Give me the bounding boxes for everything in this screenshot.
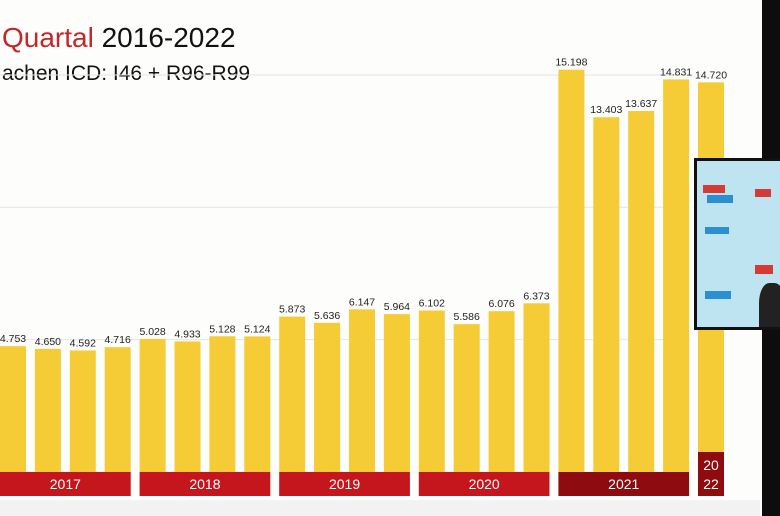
year-band-3 — [279, 472, 410, 496]
bar-label-8: 5.124 — [244, 323, 270, 335]
bar-label-20: 14.831 — [660, 66, 692, 78]
year-label-4: 2020 — [469, 476, 500, 492]
bar-3 — [69, 350, 96, 472]
bar-2 — [34, 348, 61, 472]
bar-label-11: 6.147 — [349, 296, 375, 308]
bar-19 — [628, 111, 655, 472]
bar-18 — [593, 117, 620, 472]
bar-label-16: 6.373 — [523, 290, 549, 302]
bar-label-4: 4.716 — [105, 334, 131, 346]
bar-label-3: 4.592 — [70, 337, 96, 349]
bar-label-9: 5.873 — [279, 304, 305, 316]
year-label-2: 2018 — [189, 476, 220, 492]
bar-12 — [383, 314, 410, 472]
cropped-axis-strip — [0, 500, 760, 516]
bar-9 — [279, 316, 306, 472]
bar-label-1: 4.753 — [0, 333, 26, 345]
chart-title: Quartal 2016-2022 — [2, 22, 236, 54]
bar-15 — [488, 311, 515, 472]
year-label-3: 2019 — [329, 476, 360, 492]
bar-17 — [558, 69, 585, 472]
year-band-4 — [418, 472, 550, 496]
bar-label-13: 6.102 — [419, 297, 445, 309]
year-label-6-2: 22 — [703, 476, 719, 492]
bar-label-6: 4.933 — [174, 328, 200, 340]
bar-label-2: 4.650 — [35, 336, 61, 348]
bar-4 — [104, 347, 131, 472]
year-label-5: 2021 — [608, 476, 639, 492]
bar-label-14: 5.586 — [454, 311, 480, 323]
bar-label-10: 5.636 — [314, 310, 340, 322]
speaker-video-inset — [694, 158, 780, 330]
bar-5 — [139, 338, 166, 472]
year-band-2 — [139, 472, 271, 496]
bar-14 — [453, 324, 480, 472]
bar-label-18: 13.403 — [590, 104, 622, 116]
year-label-1: 2017 — [50, 476, 81, 492]
bar-label-7: 5.128 — [209, 323, 235, 335]
bar-label-21: 14.720 — [695, 69, 727, 81]
bar-16 — [523, 303, 550, 472]
chart-title-rest: 2016-2022 — [101, 22, 236, 53]
year-band-1 — [0, 472, 131, 496]
year-band-6 — [698, 452, 724, 496]
bar-label-15: 6.076 — [488, 298, 514, 310]
bar-label-19: 13.637 — [625, 98, 657, 110]
bar-label-12: 5.964 — [384, 301, 410, 313]
year-label-6-1: 20 — [703, 457, 719, 473]
bar-10 — [314, 322, 341, 472]
bar-label-5: 5.028 — [139, 326, 165, 338]
chart-title-accent: Quartal — [2, 22, 94, 53]
bar-7 — [209, 336, 236, 472]
chart-subtitle: achen ICD: I46 + R96-R99 — [2, 62, 251, 85]
bar-label-17: 15.198 — [555, 57, 587, 69]
bar-11 — [349, 309, 375, 472]
bar-8 — [244, 336, 271, 472]
bar-6 — [174, 341, 201, 472]
year-band-5 — [558, 472, 690, 496]
bar-1 — [0, 346, 26, 472]
bar-13 — [418, 310, 445, 472]
bar-20 — [663, 79, 690, 472]
